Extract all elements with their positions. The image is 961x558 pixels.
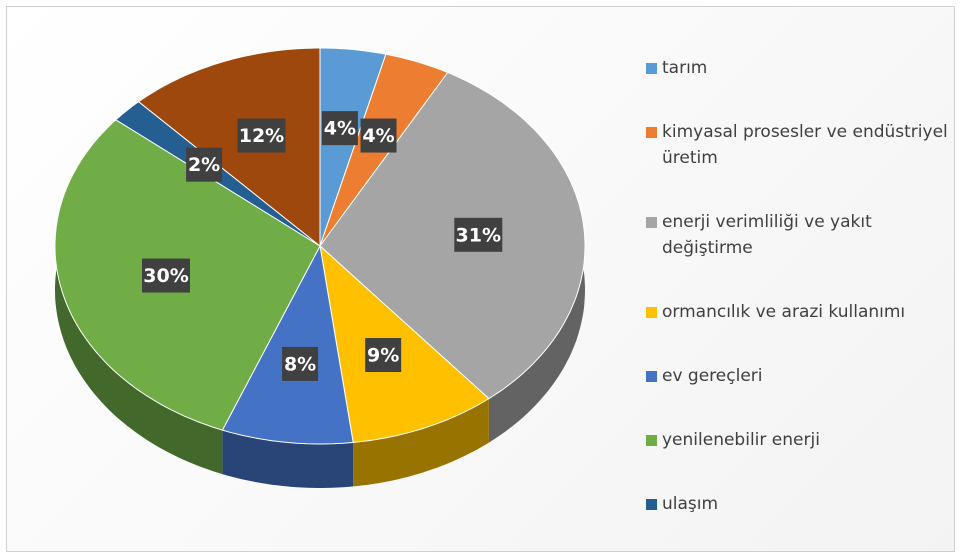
legend-item: ormancılık ve arazi kullanımı [646, 299, 951, 325]
legend-swatch [646, 435, 657, 446]
data-label: 8% [284, 353, 316, 375]
legend-swatch [646, 217, 657, 228]
slice-side [222, 430, 354, 488]
data-label: 12% [239, 125, 284, 147]
data-label-box [186, 147, 223, 182]
data-label: 4% [362, 125, 394, 147]
legend-item: tarım [646, 55, 951, 81]
legend-swatch [646, 63, 657, 74]
data-label: 4% [324, 118, 356, 140]
data-label-box [321, 111, 358, 146]
slice [221, 244, 354, 445]
legend-label: ev gereçleri [662, 366, 763, 386]
slice [137, 47, 321, 248]
legend-item: yenilenebilir enerji [646, 427, 951, 453]
legend-label: ormancılık ve arazi kullanımı [662, 302, 906, 322]
legend: tarım kimyasal prosesler ve endüstriyel ü… [646, 36, 951, 536]
legend-label: enerji verimliliği ve yakıt değiştirme [662, 212, 872, 258]
data-label: 31% [456, 224, 501, 246]
data-label-box [141, 258, 190, 293]
slice [319, 71, 586, 400]
legend-label: tarım [662, 58, 708, 78]
data-label: 2% [188, 154, 220, 176]
legend-swatch [646, 307, 657, 318]
legend-swatch [646, 499, 657, 510]
slice [319, 47, 387, 247]
legend-item: kimyasal prosesler ve endüstriyel üretim [646, 119, 951, 171]
legend-item: ev gereçleri [646, 363, 951, 389]
slice [319, 244, 490, 443]
data-label-box [282, 346, 319, 381]
data-label-box [237, 118, 286, 153]
legend-label: yenilenebilir enerji [662, 430, 820, 450]
legend-item: ulaşım [646, 491, 951, 517]
slice-side [353, 398, 489, 487]
legend-item: enerji verimliliği ve yakıt değiştirme [646, 209, 951, 261]
data-label: 30% [143, 265, 188, 287]
legend-label: ulaşım [662, 494, 719, 514]
legend-swatch [646, 371, 657, 382]
legend-label: kimyasal prosesler ve endüstriyel üretim [662, 122, 948, 168]
legend-swatch [646, 127, 657, 138]
data-label-box [365, 338, 402, 373]
data-label-box [360, 118, 397, 153]
slice-side [55, 119, 223, 475]
data-label-box [454, 217, 503, 252]
data-label: 9% [367, 345, 399, 367]
